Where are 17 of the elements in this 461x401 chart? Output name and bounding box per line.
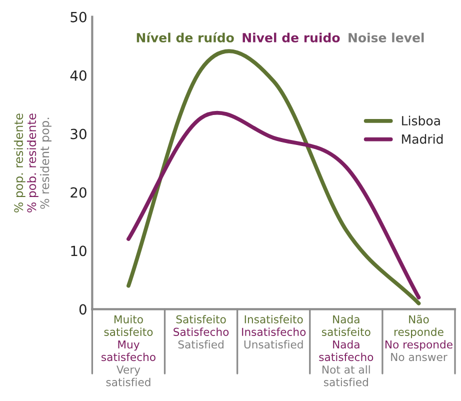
x-tick-label: Muito satisfeito Muy satisfecho Very satisfied: [102, 315, 156, 386]
y-tick-label: 10: [71, 246, 86, 256]
x-tick-label: Insatisfeito Insatisfecho Unsatisfied: [242, 315, 306, 349]
y-tick-label: 20: [70, 187, 86, 198]
legend-label: Madrid: [402, 134, 443, 144]
x-tick-label: Nada satisfeito Nada satisfecho Not at all satisfied: [319, 315, 374, 386]
y-tick-label: 40: [70, 70, 86, 81]
y-axis-title: % pop. residente % pob. residente % resident pop.: [14, 114, 52, 212]
y-tick-label: 50: [70, 12, 86, 22]
x-tick-label: Não responde No responde No answer: [385, 314, 452, 362]
y-tick-label: 0: [79, 304, 86, 315]
annotation: Noise level: [348, 32, 424, 42]
annotation: Nível de ruído: [136, 32, 234, 42]
x-tick-label: Satisfeito Satisfecho Satisfied: [174, 315, 229, 349]
y-tick-label: 30: [70, 128, 86, 140]
annotation: Nivel de ruido: [242, 32, 340, 42]
legend-label: Lisboa: [402, 116, 440, 126]
